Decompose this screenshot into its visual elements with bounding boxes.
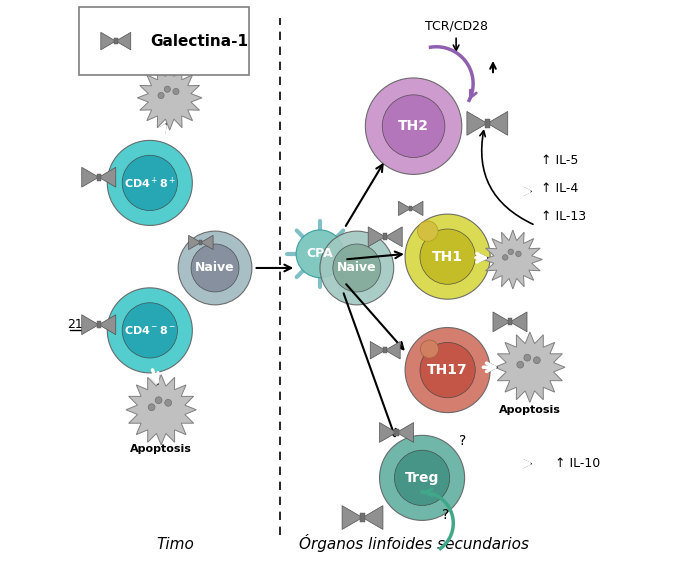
Text: 212: 212 <box>68 318 91 331</box>
Circle shape <box>122 155 178 210</box>
Circle shape <box>164 86 171 92</box>
Text: Apoptosis: Apoptosis <box>130 445 192 454</box>
Polygon shape <box>410 201 423 215</box>
Circle shape <box>417 221 438 241</box>
Circle shape <box>524 355 531 361</box>
Text: TH2: TH2 <box>398 119 429 133</box>
Circle shape <box>420 229 475 284</box>
Text: Apoptosis: Apoptosis <box>499 405 561 415</box>
Text: ?: ? <box>442 508 449 522</box>
Polygon shape <box>126 374 196 445</box>
Circle shape <box>122 303 178 358</box>
Polygon shape <box>493 312 510 332</box>
Circle shape <box>515 251 521 256</box>
Polygon shape <box>399 201 410 215</box>
Text: ?: ? <box>459 434 466 448</box>
Circle shape <box>178 231 252 305</box>
Bar <box>199 240 202 245</box>
Polygon shape <box>397 422 414 442</box>
Text: Naive: Naive <box>337 262 377 275</box>
Bar <box>485 119 490 128</box>
Circle shape <box>296 230 344 278</box>
Text: ↑ IL-4: ↑ IL-4 <box>541 182 578 195</box>
Circle shape <box>420 343 475 398</box>
Polygon shape <box>385 341 400 359</box>
Polygon shape <box>379 422 397 442</box>
Bar <box>508 318 512 325</box>
Text: CPA: CPA <box>307 247 333 260</box>
Polygon shape <box>370 341 385 359</box>
Circle shape <box>107 288 192 373</box>
Text: TH17: TH17 <box>427 363 468 377</box>
Text: ↑ IL-13: ↑ IL-13 <box>541 210 587 223</box>
Text: Apoptosis: Apoptosis <box>139 56 200 66</box>
Bar <box>395 429 399 436</box>
Polygon shape <box>342 506 363 530</box>
Circle shape <box>320 231 394 305</box>
Bar <box>409 206 413 211</box>
Text: TCR/CD28: TCR/CD28 <box>424 19 488 32</box>
FancyBboxPatch shape <box>79 7 249 75</box>
Text: Galectina-1: Galectina-1 <box>150 34 248 48</box>
Text: Treg: Treg <box>405 471 439 485</box>
Polygon shape <box>385 227 402 247</box>
Circle shape <box>107 140 192 226</box>
Circle shape <box>502 255 508 260</box>
Polygon shape <box>116 32 131 50</box>
Text: Naive: Naive <box>196 262 235 275</box>
Polygon shape <box>483 230 542 289</box>
Text: ↑ IL-5: ↑ IL-5 <box>541 154 578 166</box>
Text: Órganos linfoides secundarios: Órganos linfoides secundarios <box>299 534 529 552</box>
Polygon shape <box>201 235 213 250</box>
Circle shape <box>366 78 462 174</box>
Bar <box>360 514 365 522</box>
Circle shape <box>517 361 524 368</box>
Bar <box>383 233 388 241</box>
Circle shape <box>191 244 239 292</box>
Bar <box>114 38 117 44</box>
Circle shape <box>158 92 164 99</box>
Polygon shape <box>368 227 385 247</box>
Circle shape <box>173 88 179 95</box>
Text: Timo: Timo <box>156 536 194 552</box>
Circle shape <box>508 249 513 255</box>
Polygon shape <box>487 111 508 135</box>
Polygon shape <box>467 111 487 135</box>
Polygon shape <box>138 66 202 130</box>
Circle shape <box>382 95 445 157</box>
Polygon shape <box>101 32 116 50</box>
Circle shape <box>420 340 439 358</box>
Circle shape <box>405 328 490 413</box>
Bar <box>384 347 387 353</box>
Polygon shape <box>82 315 99 335</box>
Circle shape <box>155 397 162 404</box>
Polygon shape <box>99 168 116 187</box>
Text: CD4$^+$8$^+$: CD4$^+$8$^+$ <box>124 175 176 190</box>
Bar <box>97 174 101 181</box>
Circle shape <box>405 214 490 299</box>
Polygon shape <box>189 235 201 250</box>
Circle shape <box>164 400 171 406</box>
Text: ↑ IL-10: ↑ IL-10 <box>556 457 600 470</box>
Polygon shape <box>82 168 99 187</box>
Polygon shape <box>495 332 565 402</box>
Circle shape <box>333 244 381 292</box>
Polygon shape <box>510 312 527 332</box>
Circle shape <box>395 450 450 506</box>
Text: CD4$^-$8$^-$: CD4$^-$8$^-$ <box>124 324 176 336</box>
Polygon shape <box>363 506 383 530</box>
Circle shape <box>533 357 540 364</box>
Polygon shape <box>99 315 116 335</box>
Text: TH1: TH1 <box>432 250 463 264</box>
Bar <box>97 321 101 328</box>
Circle shape <box>148 404 155 410</box>
Circle shape <box>379 435 464 520</box>
